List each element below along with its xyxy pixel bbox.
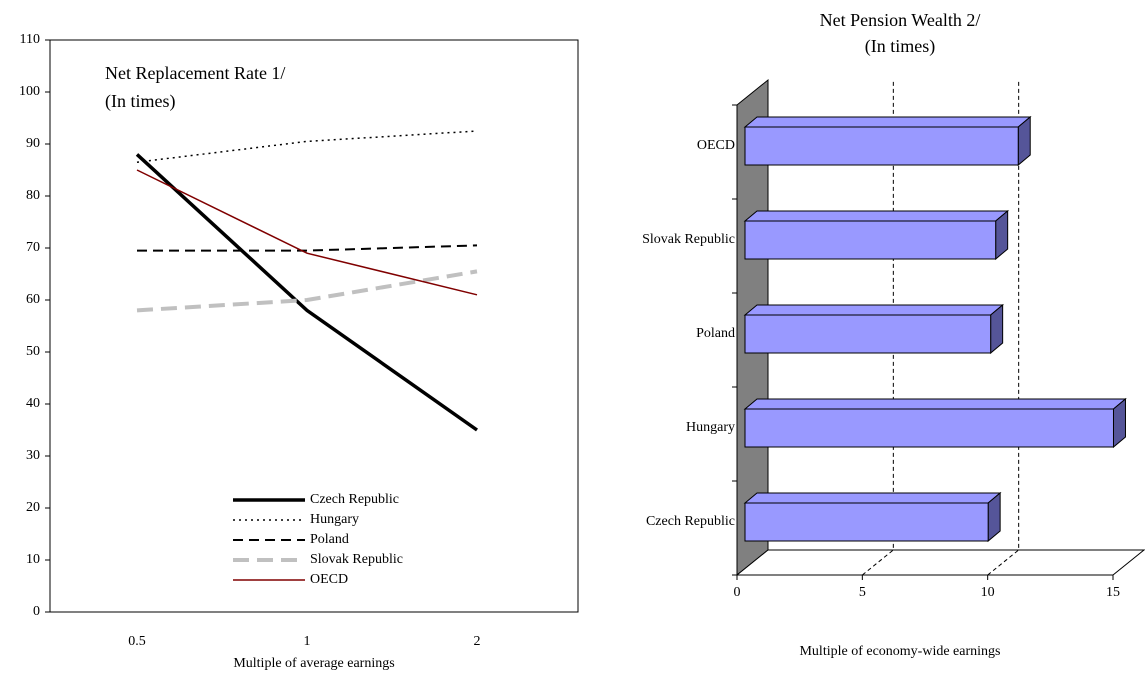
x-tick-label: 5: [859, 585, 866, 600]
x-tick-label: 15: [1106, 585, 1120, 600]
bar: [744, 126, 1019, 166]
y-tick-label: 40: [26, 396, 40, 411]
x-tick-label: 10: [981, 585, 995, 600]
y-tick-label: 20: [26, 500, 40, 515]
y-tick-label: 0: [33, 604, 40, 619]
bar-top: [743, 116, 1032, 128]
y-tick-label: Hungary: [686, 420, 735, 435]
y-tick-label: 70: [26, 240, 40, 255]
y-tick-label: OECD: [697, 138, 735, 153]
y-tick-label: 10: [26, 552, 40, 567]
legend-label: Hungary: [310, 512, 359, 527]
x-axis-label: Multiple of average earnings: [233, 656, 394, 671]
bar: [744, 408, 1114, 448]
legend-label: Czech Republic: [310, 492, 399, 507]
y-tick-label: 50: [26, 344, 40, 359]
y-tick-label: 30: [26, 448, 40, 463]
chart-subtitle: (In times): [105, 91, 175, 112]
y-tick-label: 90: [26, 136, 40, 151]
x-tick-label: 1: [304, 634, 311, 649]
y-tick-label: 80: [26, 188, 40, 203]
plot-frame: [49, 39, 579, 613]
grid-line: [987, 80, 1020, 576]
series-line: [135, 153, 479, 432]
y-tick-label: Slovak Republic: [642, 232, 735, 247]
series-line: [137, 244, 478, 252]
bar-top: [743, 304, 1005, 316]
bar: [744, 502, 989, 542]
x-tick-label: 0.5: [128, 634, 146, 649]
chart-subtitle: (In times): [865, 36, 935, 57]
bar: [744, 220, 997, 260]
bar: [744, 314, 992, 354]
series-line: [136, 169, 478, 296]
bar-top: [743, 398, 1127, 410]
series-line: [136, 130, 478, 163]
y-tick-label: 110: [20, 32, 40, 47]
y-tick-label: Poland: [696, 326, 735, 341]
legend-label: OECD: [310, 572, 348, 587]
chart-title: Net Replacement Rate 1/: [105, 63, 285, 83]
series-line: [136, 269, 478, 313]
bar-top: [743, 210, 1010, 222]
y-tick-label: 100: [19, 84, 40, 99]
bar-top: [743, 492, 1002, 504]
legend-label: Poland: [310, 532, 349, 547]
y-tick-label: 60: [26, 292, 40, 307]
x-tick-label: 0: [734, 585, 741, 600]
x-axis-label: Multiple of economy-wide earnings: [799, 644, 1000, 659]
legend-label: Slovak Republic: [310, 552, 403, 567]
chart-title: Net Pension Wealth 2/: [820, 10, 981, 30]
floor: [735, 549, 1145, 576]
y-tick-label: Czech Republic: [646, 514, 735, 529]
x-tick-label: 2: [474, 634, 481, 649]
